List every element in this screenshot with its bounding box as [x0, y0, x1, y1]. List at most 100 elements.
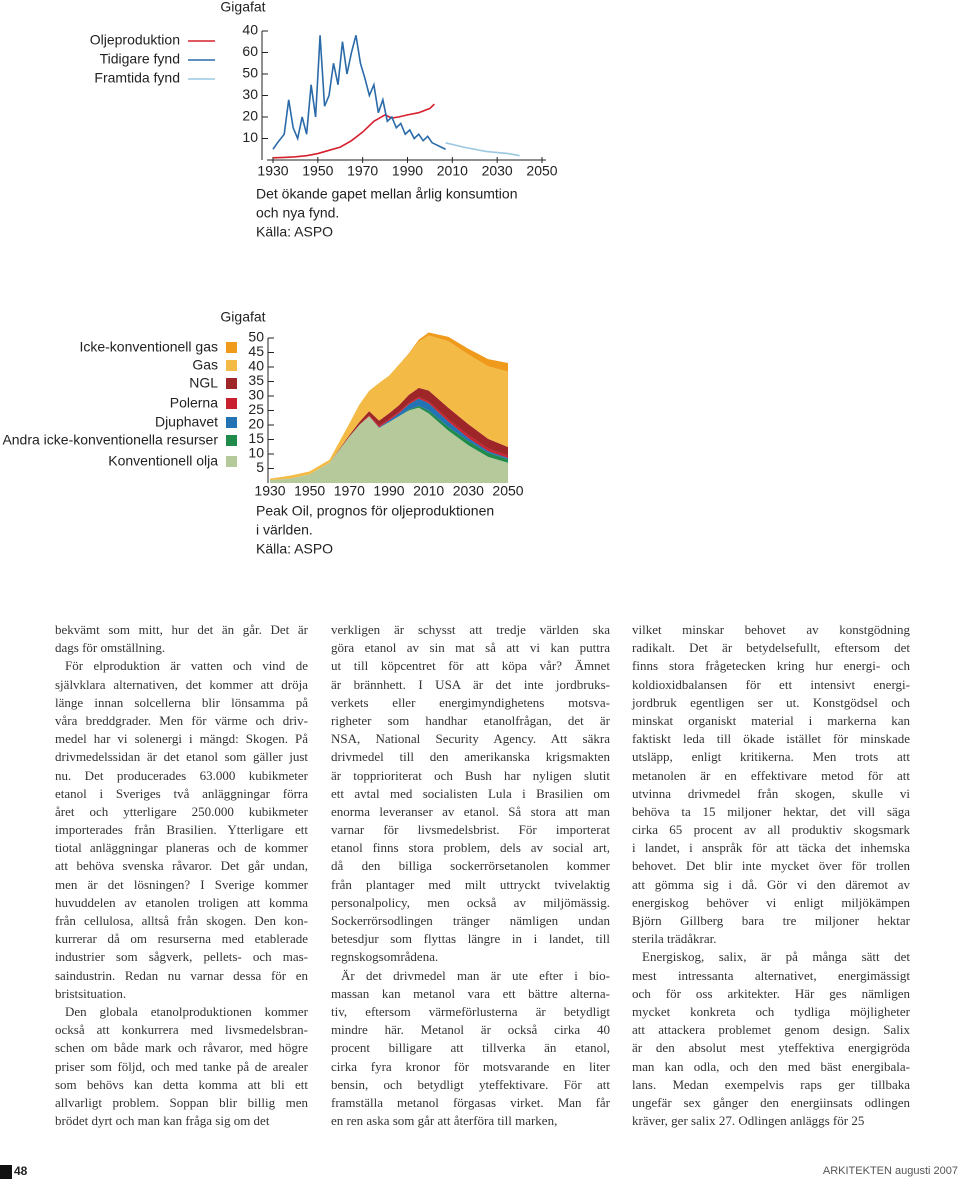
magazine-name: ARKITEKTEN augusti 2007 — [822, 1165, 958, 1177]
text-line: minskat organiskt material i markerna ka… — [632, 712, 910, 728]
y-tick-label: 50 — [248, 329, 264, 345]
text-line: länge innan solcellerna blir lönsamma på — [55, 694, 308, 710]
legend-label: Gas — [192, 357, 218, 373]
text-line: varnar för livsmedelsbrist. För importer… — [331, 822, 610, 838]
legend-swatch — [226, 378, 237, 389]
text-line: nu. Det producerades 63.000 kubikmeter — [55, 767, 308, 783]
y-tick-label: 50 — [242, 65, 258, 81]
y-tick-label: 20 — [242, 108, 258, 124]
text-line: att gömma sig i då. Gör vi den däremot a… — [632, 876, 910, 892]
area-layer — [270, 335, 508, 481]
data-line — [272, 35, 446, 150]
text-line: behöva ta 15 miljoner hektar, det vill s… — [632, 803, 910, 819]
text-line: verkets eller energimyndighetens motsva- — [331, 694, 610, 710]
text-line: cirka fyra kronor för motsvarande en lit… — [331, 1058, 610, 1074]
y-tick-label: 10 — [248, 445, 264, 461]
page-marker — [0, 1165, 12, 1179]
text-line: mindre här. Metanol är också cirka 40 — [331, 1022, 610, 1038]
legend-label: Framtida fynd — [94, 70, 180, 86]
legend-swatch — [226, 342, 237, 353]
text-line: våra breddgrader. Men för värme och driv… — [55, 712, 308, 728]
chart-caption: Det ökande gapet mellan årlig konsumtion — [256, 186, 518, 202]
legend-label: Tidigare fynd — [100, 51, 180, 67]
y-tick-label: 10 — [242, 129, 258, 145]
text-line: etanol finns stora problem, dels av soci… — [331, 840, 610, 856]
legend-swatch — [226, 360, 237, 371]
x-tick-label: 2030 — [453, 483, 484, 499]
x-tick-label: 1990 — [373, 483, 404, 499]
text-line: righeter som handhar etanolfrågan, det ä… — [331, 712, 610, 728]
legend-label: Djuphavet — [155, 414, 218, 430]
text-line: NSA, National Security Agency. Att säkra — [331, 731, 610, 747]
legend-label: Andra icke-konventionella resurser — [2, 432, 218, 448]
text-line: en ren aska som går att återföra till ma… — [331, 1113, 558, 1129]
text-line: mest intressanta alternativet, energimäs… — [632, 967, 910, 983]
text-line: ungefär sex gånger den energiinsats odli… — [632, 1094, 910, 1110]
text-line: är brännhett. I USA är det inte jordbruk… — [331, 676, 610, 692]
chart-source: Källa: ASPO — [256, 541, 333, 557]
y-tick-label: 30 — [242, 86, 258, 102]
legend-swatch — [226, 456, 237, 467]
text-line: etanol i Sveriges två anläggningar förra — [55, 785, 308, 801]
y-tick-label: 45 — [248, 343, 264, 359]
text-line: schen om både mark och råvaror, med högr… — [55, 1040, 308, 1056]
text-line: allvarligt problem. Soppan blir billig m… — [55, 1094, 308, 1110]
text-line: i landet, i anspråk för att täcka det in… — [632, 840, 910, 856]
text-line: tiotal anläggningar planeras och de komm… — [55, 840, 308, 856]
text-line: drivmedelssidan är det etanol som gäller… — [55, 749, 308, 765]
chart-caption: Peak Oil, prognos för oljeproduktionen — [256, 503, 494, 519]
text-line: att attackera problemet genom design. Sa… — [632, 1022, 910, 1038]
legend-swatch — [226, 398, 237, 409]
x-tick-label: 1930 — [257, 163, 288, 179]
text-line: att behöva svenska råvaror. Det går unda… — [55, 858, 308, 874]
y-tick-label: 40 — [242, 22, 258, 38]
text-line: lans. Medan exempelvis raps ger tillbaka — [632, 1076, 910, 1092]
legend-label: NGL — [189, 375, 218, 391]
text-line: regnskogsområdena. — [331, 949, 439, 965]
text-line: För elproduktion är vatten och vind de — [65, 658, 308, 674]
text-line: betesdjur som flyttas längre in i landet… — [331, 931, 610, 947]
page-number: 48 — [14, 1164, 28, 1178]
y-tick-label: 30 — [248, 387, 264, 403]
text-line: dags för omställning. — [55, 640, 166, 656]
text-line: men är det lösningen? I Sverige kommer — [55, 876, 308, 892]
y-tick-label: 35 — [248, 372, 264, 388]
text-line: drivmedel till den amerikanska krigsmakt… — [331, 749, 610, 765]
text-line: radikalt. Det är betydelsefullt, efterso… — [632, 640, 910, 656]
text-line: man kan odla, och den med bäst energibal… — [632, 1058, 910, 1074]
x-tick-label: 2030 — [482, 163, 513, 179]
text-line: faktiskt leda till ökade istället för mi… — [632, 731, 910, 747]
text-line: industrier som sågverk, pellets- och mas… — [55, 949, 308, 965]
x-tick-label: 1950 — [294, 483, 325, 499]
text-line: brödet dyrt och man kan fråga sig om det — [55, 1113, 270, 1129]
text-column: bekvämt som mitt, hur det än går. Det är… — [55, 621, 308, 1130]
text-line: importerades från Brasilien. Ytterligare… — [55, 822, 308, 838]
x-tick-label: 2050 — [492, 483, 523, 499]
area-layer — [270, 387, 508, 481]
text-line: verkligen är schysst att tredje världen … — [331, 622, 610, 637]
text-line: ut till köpcentret för att köpa vår? Ämn… — [331, 658, 610, 674]
y-tick-label: 5 — [256, 459, 264, 475]
x-tick-label: 2010 — [437, 163, 468, 179]
y-tick-label: 60 — [242, 43, 258, 59]
x-tick-label: 1970 — [347, 163, 378, 179]
text-line: massan kan metanol vara ett bättre alter… — [331, 985, 610, 1001]
legend-swatch — [226, 435, 237, 446]
area-layer — [270, 407, 508, 483]
text-line: procent billigare att tillverka än etano… — [331, 1040, 610, 1056]
chart-caption: i världen. — [256, 522, 313, 538]
text-line: då den billiga sockerrörsetanolen kommer — [331, 858, 610, 874]
text-line: är topprioriterat och Bush har nyligen s… — [331, 767, 610, 783]
text-line: bekvämt som mitt, hur det än går. Det är — [55, 622, 308, 637]
text-line: från plantager med milt uttryckt tvivela… — [331, 876, 610, 892]
text-line: metanolen är en effektivare metod för at… — [632, 767, 910, 783]
text-line: saindustrin. Redan nu varnar dessa för e… — [55, 967, 308, 983]
text-column: verkligen är schysst att tredje världen … — [331, 621, 610, 1130]
text-line: cirka 65 procent av all produktiv skogsm… — [632, 822, 910, 838]
text-line: behovet. Det blir inte mycket över för t… — [632, 858, 910, 874]
y-tick-label: 40 — [248, 358, 264, 374]
text-line: Björn Gillberg bara tre miljoner hektar — [632, 913, 910, 928]
text-line: året och ytterligare 250.000 kubikmeter — [55, 803, 308, 819]
text-line: bristsituation. — [55, 985, 127, 1001]
